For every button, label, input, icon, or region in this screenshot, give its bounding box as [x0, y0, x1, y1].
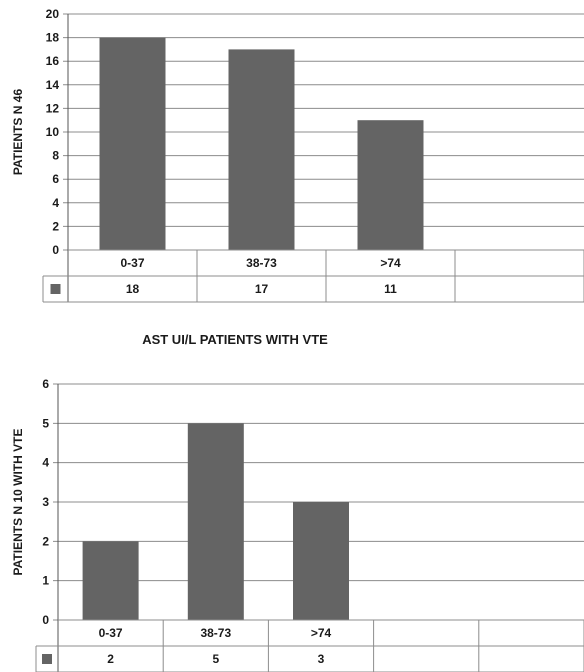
- chart-2-value-label: 2: [107, 652, 114, 666]
- chart-1-category-label: 38-73: [246, 256, 277, 270]
- chart-1-y-tick-label: 2: [52, 219, 59, 233]
- chart-2-category-label: 38-73: [200, 626, 231, 640]
- chart-2-title: AST UI/L PATIENTS WITH VTE: [142, 332, 328, 347]
- chart-1-y-tick-label: 14: [46, 78, 60, 92]
- chart-1-y-axis-label: PATIENTS N 46: [11, 89, 25, 176]
- chart-2-category-label: >74: [311, 626, 332, 640]
- chart-1-category-label: >74: [380, 256, 401, 270]
- chart-1-value-label: 17: [255, 282, 269, 296]
- chart-2-bar-2: [187, 423, 244, 620]
- chart-1-y-tick-label: 18: [46, 31, 60, 45]
- chart-1-bar-2: [228, 49, 295, 251]
- chart-2-y-tick-label: 0: [42, 613, 49, 627]
- chart-2-y-axis-label: PATIENTS N 10 WITH VTE: [11, 429, 25, 576]
- chart-1-y-tick-label: 6: [52, 172, 59, 186]
- chart-1-y-tick-label: 12: [46, 101, 60, 115]
- chart-2-value-label: 3: [318, 652, 325, 666]
- chart-1-y-tick-label: 16: [46, 54, 60, 68]
- chart-1-y-tick-label: 4: [52, 196, 59, 210]
- chart-1-y-tick-label: 20: [46, 7, 60, 21]
- chart-2-bar-3: [293, 502, 349, 620]
- chart-2-value-label: 5: [212, 652, 219, 666]
- chart-1-y-tick-label: 8: [52, 149, 59, 163]
- chart-1-y-tick-label: 0: [52, 243, 59, 257]
- chart-1-value-label: 18: [126, 282, 140, 296]
- chart-2-y-tick-label: 4: [42, 456, 49, 470]
- chart-1-value-label: 11: [384, 282, 397, 296]
- bar-chart-1: 0 2 4 6 8 10 12 14 16 18 20 0-37 18 38-73 17 >74 11 PATIE…: [11, 7, 584, 303]
- bar-chart-2: 0 1 2 3 4 5 6 0-37 2 38-73 5 >74 3 PATIENTS N 10 WITH…: [11, 377, 584, 672]
- chart-2-y-tick-label: 2: [42, 534, 49, 548]
- chart-2-category-label: 0-37: [99, 626, 123, 640]
- chart-2-legend-marker: [42, 654, 52, 664]
- chart-1-category-label: 0-37: [120, 256, 144, 270]
- chart-2-y-tick-label: 3: [42, 495, 49, 509]
- chart-1-y-tick-label: 10: [46, 125, 60, 139]
- chart-2-y-tick-label: 1: [42, 574, 49, 588]
- chart-2-bar-1: [82, 541, 139, 620]
- chart-1-legend-marker: [50, 284, 61, 294]
- chart-2-y-tick-label: 6: [42, 377, 49, 391]
- chart-1-bar-3: [357, 120, 424, 250]
- chart-1-bar-1: [99, 37, 166, 250]
- chart-2-y-tick-label: 5: [42, 416, 49, 430]
